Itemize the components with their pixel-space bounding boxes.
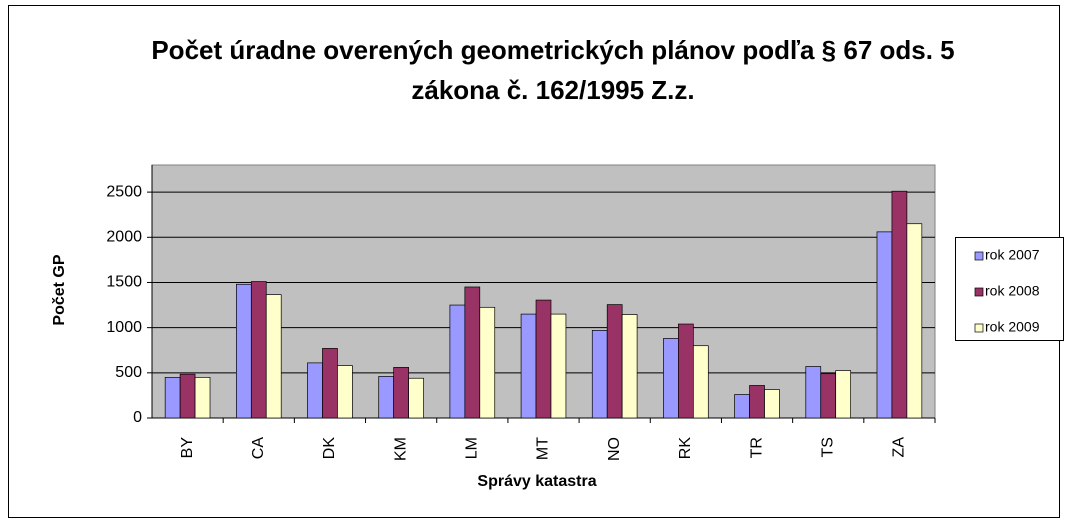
bar [337, 365, 353, 419]
y-tick-label: 2000 [106, 229, 142, 246]
x-tick-label: NO [606, 437, 623, 461]
x-tick-label: ZA [891, 437, 908, 458]
legend-swatch [974, 323, 984, 333]
bar [179, 373, 196, 419]
bar [591, 330, 608, 419]
x-axis-title: Správy katastra [477, 473, 596, 490]
bar [479, 306, 496, 419]
bar [464, 286, 481, 419]
bar [194, 376, 211, 419]
x-tick-label: MT [535, 437, 552, 460]
bar [164, 376, 181, 419]
y-tick-label: 500 [115, 364, 142, 381]
legend-swatch [974, 251, 984, 261]
bar [378, 376, 395, 419]
y-tick-label: 2500 [106, 183, 142, 200]
bar [734, 394, 750, 419]
bar [322, 348, 338, 419]
bar [835, 370, 851, 419]
bar [307, 362, 323, 419]
legend-label: rok 2007 [985, 247, 1040, 263]
y-axis-title: Počet GP [51, 254, 68, 325]
legend-label: rok 2009 [985, 319, 1040, 335]
bar [449, 304, 466, 419]
x-tick-label: TS [819, 437, 836, 457]
x-tick-label: CA [250, 437, 267, 460]
bar [876, 231, 893, 419]
bar [692, 345, 709, 419]
bar [749, 385, 765, 419]
bar [764, 389, 780, 419]
x-tick-label: BY [179, 437, 196, 459]
legend-label: rok 2008 [985, 283, 1040, 299]
bar [236, 283, 252, 419]
x-tick-label: RK [677, 437, 694, 460]
bar [621, 314, 638, 419]
bar [250, 281, 267, 419]
y-tick-label: 1500 [106, 274, 142, 291]
bar [805, 366, 822, 419]
bar [891, 190, 908, 419]
x-tick-label: KM [392, 437, 409, 461]
bar [678, 323, 694, 419]
bar [535, 299, 552, 419]
chart-title: Počet úradne overených geometrických plá… [151, 35, 955, 105]
bar [520, 313, 537, 419]
bar [906, 223, 923, 419]
bar [408, 377, 424, 419]
x-tick-label: TR [748, 437, 765, 458]
bar [606, 304, 623, 419]
bar [265, 294, 282, 419]
y-tick-label: 0 [133, 409, 142, 426]
bar [820, 373, 837, 419]
bar [663, 338, 679, 419]
x-tick-label: LM [464, 437, 481, 459]
bar [393, 367, 409, 419]
x-tick-label: DK [321, 437, 338, 460]
y-tick-label: 1000 [106, 319, 142, 336]
legend-swatch [974, 287, 984, 297]
bar [550, 313, 567, 419]
legend-box [955, 237, 1064, 341]
